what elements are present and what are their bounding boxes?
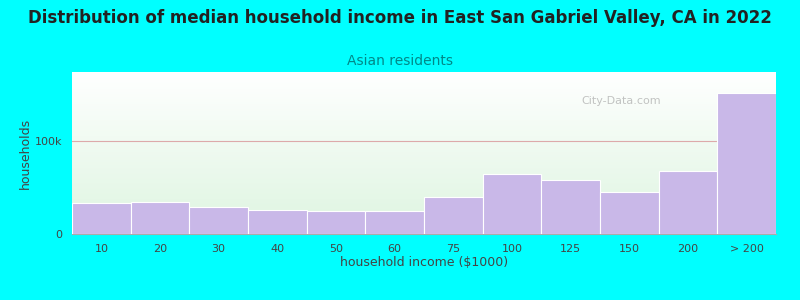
Bar (542, 180, 600, 234)
Text: City-Data.com: City-Data.com (582, 96, 661, 106)
Bar (248, 210, 306, 234)
Bar (130, 202, 190, 234)
Bar (658, 171, 718, 234)
Bar (366, 211, 424, 234)
Bar (424, 197, 482, 234)
Bar (306, 211, 366, 234)
Bar (718, 93, 776, 234)
Bar (72, 203, 130, 234)
Bar (482, 174, 542, 234)
Bar (190, 207, 248, 234)
Y-axis label: households: households (19, 117, 32, 189)
Bar (600, 192, 658, 234)
X-axis label: household income ($1000): household income ($1000) (340, 256, 508, 269)
Text: Distribution of median household income in East San Gabriel Valley, CA in 2022: Distribution of median household income … (28, 9, 772, 27)
Text: Asian residents: Asian residents (347, 54, 453, 68)
